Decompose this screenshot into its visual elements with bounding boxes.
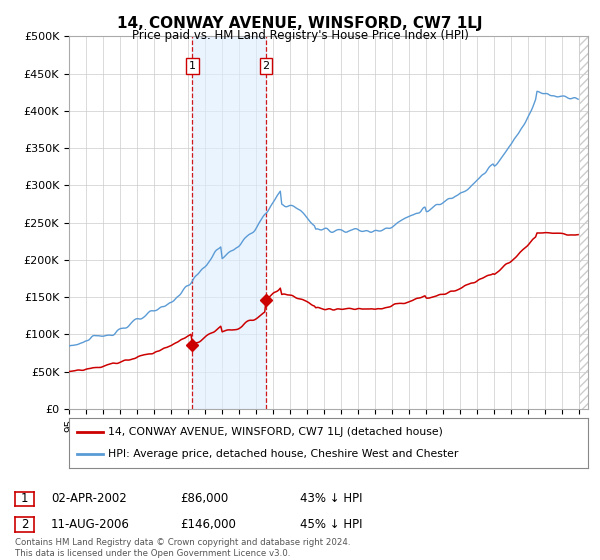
- Text: £146,000: £146,000: [180, 518, 236, 531]
- Text: Contains HM Land Registry data © Crown copyright and database right 2024.
This d: Contains HM Land Registry data © Crown c…: [15, 538, 350, 558]
- Text: HPI: Average price, detached house, Cheshire West and Chester: HPI: Average price, detached house, Ches…: [108, 449, 458, 459]
- Text: 1: 1: [189, 61, 196, 71]
- Text: 11-AUG-2006: 11-AUG-2006: [51, 518, 130, 531]
- Text: 45% ↓ HPI: 45% ↓ HPI: [300, 518, 362, 531]
- Bar: [580, 36, 588, 409]
- Text: 2: 2: [262, 61, 269, 71]
- Text: 2: 2: [21, 518, 28, 531]
- Text: 14, CONWAY AVENUE, WINSFORD, CW7 1LJ: 14, CONWAY AVENUE, WINSFORD, CW7 1LJ: [117, 16, 483, 31]
- Text: £86,000: £86,000: [180, 492, 228, 506]
- Text: 02-APR-2002: 02-APR-2002: [51, 492, 127, 506]
- Bar: [193, 36, 266, 409]
- Text: Price paid vs. HM Land Registry's House Price Index (HPI): Price paid vs. HM Land Registry's House …: [131, 29, 469, 42]
- Text: 1: 1: [21, 492, 28, 506]
- Text: 43% ↓ HPI: 43% ↓ HPI: [300, 492, 362, 506]
- Text: 14, CONWAY AVENUE, WINSFORD, CW7 1LJ (detached house): 14, CONWAY AVENUE, WINSFORD, CW7 1LJ (de…: [108, 427, 443, 437]
